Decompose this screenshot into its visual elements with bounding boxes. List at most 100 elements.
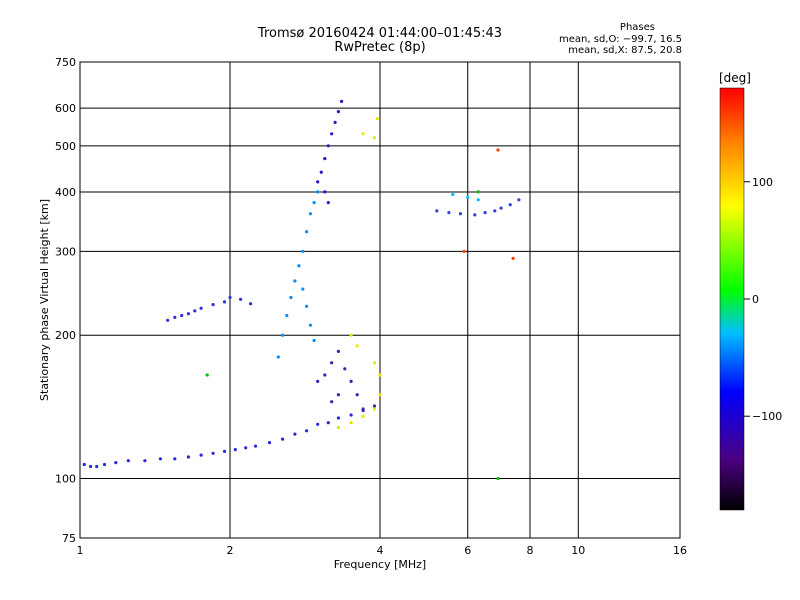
data-point <box>349 379 353 383</box>
data-point <box>102 462 107 467</box>
data-point <box>372 404 377 408</box>
trace-2 <box>276 190 320 359</box>
data-points <box>82 99 521 481</box>
x-axis-ticks: 1 2 4 6 8 10 16 <box>77 544 688 557</box>
data-point <box>222 300 227 304</box>
colorbar-ticks: 100 0 −100 <box>744 176 782 423</box>
y-axis-label: Stationary phase Virtual Height [km] <box>38 199 51 401</box>
trace-6 <box>435 198 521 217</box>
trace-3 <box>316 99 344 205</box>
data-point <box>330 132 334 136</box>
data-point <box>330 361 334 365</box>
data-point <box>205 373 209 377</box>
colorbar-tick-label: −100 <box>752 410 782 423</box>
colorbar-tick-label: 0 <box>752 293 759 306</box>
data-point <box>336 349 340 353</box>
y-tick-label: 200 <box>55 329 76 342</box>
data-point <box>114 461 118 465</box>
data-point <box>293 279 297 283</box>
data-point <box>95 464 99 469</box>
data-point <box>244 446 248 450</box>
data-point <box>375 117 379 121</box>
data-point <box>372 407 377 411</box>
trace-1 <box>166 295 253 322</box>
data-point <box>158 457 162 461</box>
x-tick-label: 4 <box>377 544 384 557</box>
data-point <box>496 148 500 152</box>
data-point <box>447 211 451 215</box>
data-point <box>349 421 353 425</box>
data-point <box>355 393 359 397</box>
data-point <box>319 170 323 174</box>
x-tick-label: 2 <box>227 544 234 557</box>
data-point <box>293 432 297 436</box>
data-point <box>326 201 330 205</box>
data-point <box>211 303 215 307</box>
data-point <box>326 144 330 148</box>
data-point <box>316 422 320 426</box>
trace-5 <box>336 117 382 430</box>
data-point <box>336 110 340 114</box>
data-point <box>222 449 227 453</box>
data-point <box>312 201 316 205</box>
data-point <box>297 264 301 268</box>
data-point <box>435 209 439 213</box>
data-point <box>143 459 147 463</box>
y-tick-label: 500 <box>55 140 76 153</box>
data-point <box>361 414 365 419</box>
x-tick-label: 1 <box>77 544 84 557</box>
data-point <box>82 462 86 467</box>
data-point <box>330 400 334 404</box>
data-point <box>267 441 272 445</box>
data-point <box>308 323 312 327</box>
data-point <box>301 249 305 253</box>
phases-x-line: mean, sd,X: 87.5, 20.8 <box>568 45 682 56</box>
trace-0 <box>82 404 377 469</box>
y-tick-label: 100 <box>55 473 76 486</box>
x-tick-label: 6 <box>464 544 471 557</box>
data-point <box>316 379 320 383</box>
data-point <box>211 451 215 455</box>
trace-7 <box>451 192 480 202</box>
colorbar-tick-label: 100 <box>752 176 773 189</box>
data-point <box>228 295 232 300</box>
trace-8 <box>462 148 515 260</box>
x-tick-label: 10 <box>571 544 585 557</box>
data-point <box>476 190 480 194</box>
data-point <box>276 355 280 359</box>
data-point <box>316 190 320 194</box>
data-point <box>496 476 500 481</box>
data-point <box>349 413 353 417</box>
trace-9 <box>205 190 500 481</box>
data-point <box>180 313 184 318</box>
y-tick-label: 750 <box>55 56 76 69</box>
data-point <box>333 120 337 124</box>
data-point <box>336 393 340 397</box>
data-point <box>378 373 382 377</box>
data-point <box>199 453 203 457</box>
colorbar-label: [deg] <box>719 71 751 85</box>
data-point <box>305 429 309 433</box>
chart-title: Tromsø 20160424 01:44:00–01:45:43 <box>257 26 503 41</box>
data-point <box>372 361 377 365</box>
data-point <box>473 213 477 217</box>
plot-frame <box>79 61 681 539</box>
data-point <box>173 315 177 319</box>
data-point <box>126 459 130 463</box>
data-point <box>462 249 466 253</box>
data-point <box>372 136 377 140</box>
x-axis-label: Frequency [MHz] <box>334 558 426 571</box>
trace-4 <box>316 349 365 411</box>
data-point <box>253 444 258 448</box>
data-point <box>199 306 203 310</box>
data-point <box>186 312 190 316</box>
y-tick-label: 300 <box>55 245 76 258</box>
data-point <box>336 416 340 420</box>
data-point <box>239 297 243 301</box>
data-point <box>343 367 347 371</box>
data-point <box>466 195 470 199</box>
data-point <box>326 421 330 425</box>
data-point <box>517 198 521 202</box>
data-point <box>281 333 285 337</box>
